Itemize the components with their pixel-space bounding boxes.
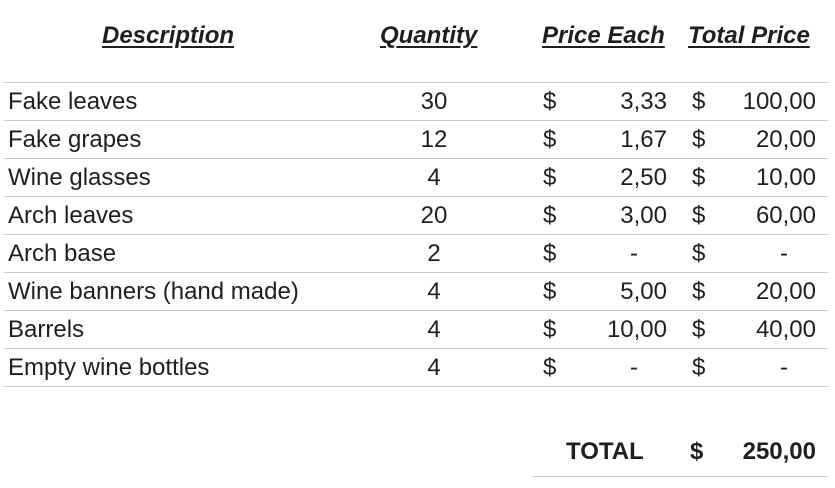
cell-total-price[interactable]: 20,00 <box>755 278 816 305</box>
cell-total-currency-symbol: $ <box>692 278 706 305</box>
cell-description[interactable]: Barrels <box>8 316 85 343</box>
table-row: Empty wine bottles 4 $ - $ - <box>4 349 828 387</box>
item-table: Fake leaves 30 $3,33 $100,00 Fake grapes 12 $1… <box>4 82 828 387</box>
cell-quantity[interactable]: 4 <box>427 316 441 343</box>
cell-total-price[interactable]: 60,00 <box>755 202 816 229</box>
cell-total-currency-symbol: $ <box>692 354 706 381</box>
table-row: Arch base 2 $ - $ - <box>4 235 828 273</box>
cell-quantity[interactable]: 4 <box>427 164 441 191</box>
cell-price-each[interactable]: - <box>630 240 638 267</box>
cell-price-each[interactable]: 10,00 <box>606 316 667 343</box>
table-row: Fake grapes 12 $1,67 $20,00 <box>4 121 828 159</box>
cell-description[interactable]: Wine banners (hand made) <box>8 278 299 305</box>
cell-price-currency-symbol: $ <box>543 164 557 191</box>
cell-total-price[interactable]: 10,00 <box>755 164 816 191</box>
cell-price-each[interactable]: 1,67 <box>620 126 667 153</box>
cell-total-price[interactable]: 40,00 <box>755 316 816 343</box>
cell-quantity[interactable]: 4 <box>427 354 441 381</box>
cell-total-price[interactable]: 100,00 <box>742 88 816 115</box>
cell-description[interactable]: Arch base <box>8 240 117 267</box>
cell-total-currency-symbol: $ <box>692 126 706 153</box>
header-quantity[interactable]: Quantity <box>380 22 478 49</box>
cell-description[interactable]: Arch leaves <box>8 202 134 229</box>
cell-description[interactable]: Empty wine bottles <box>8 354 210 381</box>
cell-total-currency-symbol: $ <box>692 202 706 229</box>
cell-quantity[interactable]: 30 <box>420 88 448 115</box>
cell-price-currency-symbol: $ <box>543 354 557 381</box>
cell-price-each[interactable]: - <box>630 354 638 381</box>
cell-total-price[interactable]: - <box>780 354 788 381</box>
header-price-each[interactable]: Price Each <box>542 22 665 49</box>
cell-price-currency-symbol: $ <box>543 240 557 267</box>
cell-price-currency-symbol: $ <box>543 316 557 343</box>
cell-quantity[interactable]: 2 <box>427 240 441 267</box>
cell-price-each[interactable]: 3,00 <box>620 202 667 229</box>
header-total-price[interactable]: Total Price <box>688 22 810 49</box>
cell-total-currency-symbol: $ <box>692 240 706 267</box>
cell-price-currency-symbol: $ <box>543 202 557 229</box>
cell-total-currency-symbol: $ <box>692 88 706 115</box>
total-label[interactable]: TOTAL <box>566 438 644 465</box>
table-row: Wine glasses 4 $2,50 $10,00 <box>4 159 828 197</box>
cell-price-each[interactable]: 3,33 <box>620 88 667 115</box>
cell-total-price[interactable]: 20,00 <box>755 126 816 153</box>
cell-quantity[interactable]: 20 <box>420 202 448 229</box>
cell-description[interactable]: Fake leaves <box>8 88 138 115</box>
cell-total-currency-symbol: $ <box>692 164 706 191</box>
total-currency-symbol: $ <box>690 438 704 465</box>
cell-price-currency-symbol: $ <box>543 126 557 153</box>
table-row: Wine banners (hand made) 4 $5,00 $20,00 <box>4 273 828 311</box>
cell-description[interactable]: Wine glasses <box>8 164 151 191</box>
header-row: Description Quantity Price Each Total Pr… <box>0 22 835 58</box>
total-row: TOTAL $ 250,00 <box>532 432 828 477</box>
cell-price-each[interactable]: 5,00 <box>620 278 667 305</box>
cell-price-currency-symbol: $ <box>543 278 557 305</box>
total-amount[interactable]: 250,00 <box>742 438 816 465</box>
cell-quantity[interactable]: 4 <box>427 278 441 305</box>
table-row: Barrels 4 $10,00 $40,00 <box>4 311 828 349</box>
cell-price-each[interactable]: 2,50 <box>620 164 667 191</box>
cell-price-currency-symbol: $ <box>543 88 557 115</box>
cell-quantity[interactable]: 12 <box>420 126 448 153</box>
table-row: Arch leaves 20 $3,00 $60,00 <box>4 197 828 235</box>
cell-total-currency-symbol: $ <box>692 316 706 343</box>
header-description[interactable]: Description <box>102 22 235 49</box>
cell-total-price[interactable]: - <box>780 240 788 267</box>
table-row: Fake leaves 30 $3,33 $100,00 <box>4 83 828 121</box>
cell-description[interactable]: Fake grapes <box>8 126 142 153</box>
